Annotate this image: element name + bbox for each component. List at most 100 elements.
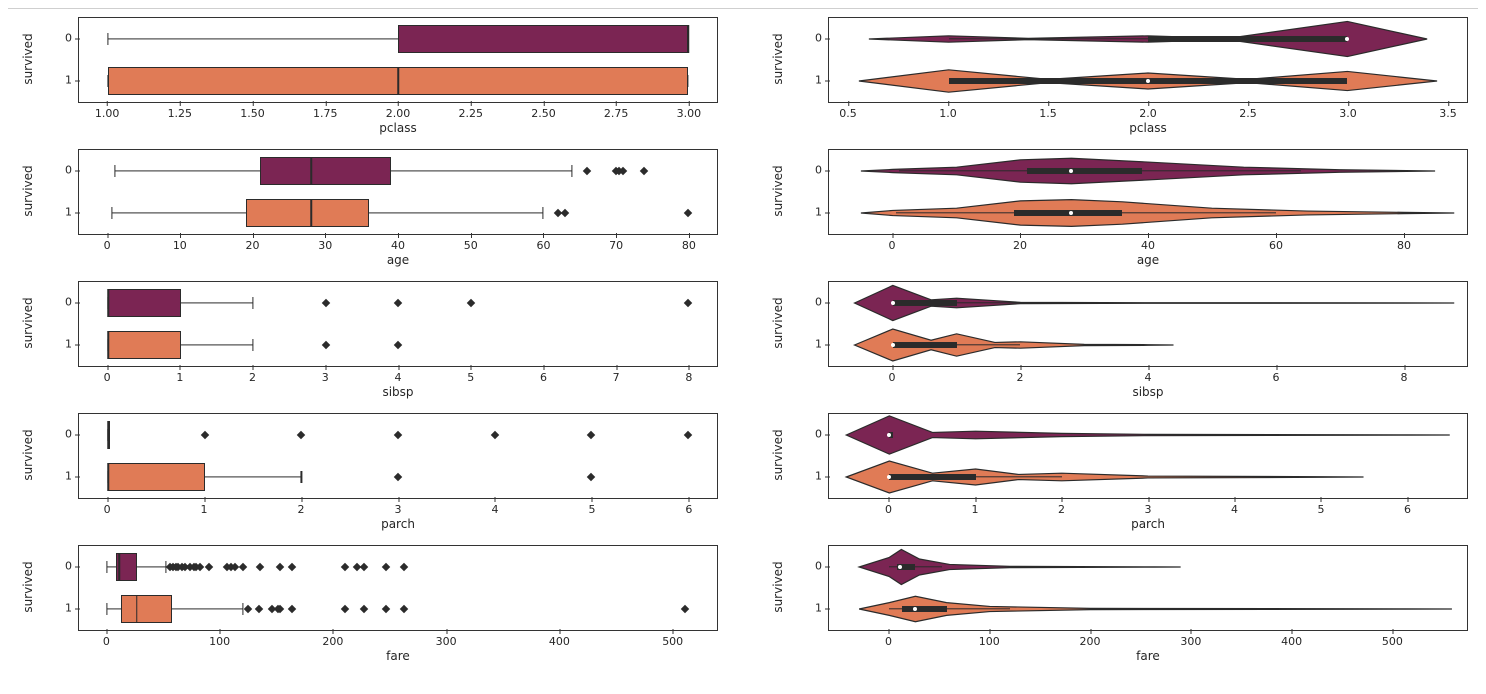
outlier-marker — [394, 299, 402, 307]
outlier-marker — [297, 431, 305, 439]
inner-box — [902, 606, 947, 612]
x-tick: 0.5 — [839, 107, 857, 120]
whisker-low — [107, 566, 116, 567]
outlier-marker — [466, 299, 474, 307]
x-tick: 300 — [1180, 635, 1201, 648]
inner-median-dot — [891, 343, 895, 347]
whisker-cap — [115, 165, 116, 177]
y-tick: 0 — [46, 164, 72, 177]
x-tick: 30 — [318, 239, 332, 252]
x-tick: 3.0 — [1339, 107, 1357, 120]
x-tick: 3 — [322, 371, 329, 384]
x-axis-label: parch — [78, 517, 718, 531]
y-tick: 1 — [46, 206, 72, 219]
x-tick: 400 — [1281, 635, 1302, 648]
x-tick: 100 — [979, 635, 1000, 648]
x-axis-label: age — [78, 253, 718, 267]
x-tick: 6 — [540, 371, 547, 384]
box — [108, 289, 181, 317]
whisker-cap — [301, 471, 302, 483]
x-tick: 40 — [1141, 239, 1155, 252]
outlier-marker — [276, 563, 284, 571]
boxplot-panel-sibsp: survived01012345678sibsp — [8, 277, 728, 403]
whisker-high — [181, 302, 254, 303]
x-tick: 200 — [322, 635, 343, 648]
outlier-marker — [394, 341, 402, 349]
outlier-marker — [244, 605, 252, 613]
inner-median-dot — [1069, 169, 1073, 173]
violinplot-panel-parch: survived010123456parch — [758, 409, 1478, 535]
outlier-marker — [684, 209, 692, 217]
x-axis-label: sibsp — [828, 385, 1468, 399]
x-tick: 1.75 — [313, 107, 338, 120]
y-tick: 0 — [796, 560, 822, 573]
x-tick: 1.25 — [168, 107, 193, 120]
x-tick: 2.50 — [531, 107, 556, 120]
inner-box — [1148, 36, 1347, 42]
x-tick: 4 — [1231, 503, 1238, 516]
x-tick: 1 — [972, 503, 979, 516]
outlier-marker — [684, 431, 692, 439]
outlier-marker — [394, 473, 402, 481]
y-tick: 0 — [46, 428, 72, 441]
x-tick: 7 — [613, 371, 620, 384]
x-tick: 0 — [103, 635, 110, 648]
inner-median-dot — [1345, 37, 1349, 41]
x-tick: 6 — [1273, 371, 1280, 384]
outlier-marker — [560, 209, 568, 217]
x-tick: 8 — [1401, 371, 1408, 384]
x-ticks: 1.001.251.501.752.002.252.502.753.00 — [78, 103, 718, 117]
y-tick: 1 — [796, 338, 822, 351]
outlier-marker — [359, 605, 367, 613]
violinplot-panel-pclass: survived010.51.01.52.02.53.03.5pclass — [758, 13, 1478, 139]
x-tick: 80 — [1397, 239, 1411, 252]
outlier-marker — [205, 563, 213, 571]
y-axis-label: survived — [771, 19, 785, 99]
x-tick: 500 — [662, 635, 683, 648]
y-axis-label: survived — [771, 283, 785, 363]
median-line — [107, 421, 109, 449]
violinplot-panel-fare: survived010100200300400500fare — [758, 541, 1478, 667]
y-axis-label: survived — [771, 547, 785, 627]
x-tick: 0 — [889, 371, 896, 384]
violinplot-panel-sibsp: survived0102468sibsp — [758, 277, 1478, 403]
violin-svg — [829, 150, 1467, 234]
inner-median-dot — [898, 565, 902, 569]
x-tick: 60 — [1269, 239, 1283, 252]
x-tick: 3.00 — [677, 107, 702, 120]
x-axis-label: pclass — [78, 121, 718, 135]
outlier-marker — [200, 431, 208, 439]
median-line — [136, 595, 138, 623]
whisker-high — [205, 476, 302, 477]
inner-box — [893, 300, 957, 306]
outlier-marker — [382, 563, 390, 571]
x-tick: 2.0 — [1139, 107, 1157, 120]
x-tick: 4 — [395, 371, 402, 384]
median-line — [687, 25, 689, 53]
median-line — [107, 331, 109, 359]
whisker-low — [107, 608, 121, 609]
median-line — [310, 157, 312, 185]
outlier-marker — [238, 563, 246, 571]
outlier-marker — [321, 341, 329, 349]
x-ticks: 01020304050607080 — [78, 235, 718, 249]
x-tick: 4 — [1145, 371, 1152, 384]
x-tick: 3 — [1145, 503, 1152, 516]
whisker-cap — [107, 33, 108, 45]
x-axis-label: parch — [828, 517, 1468, 531]
x-tick: 200 — [1080, 635, 1101, 648]
outlier-marker — [587, 431, 595, 439]
x-tick: 5 — [467, 371, 474, 384]
outlier-marker — [359, 563, 367, 571]
median-line — [107, 289, 109, 317]
whisker-high — [172, 608, 243, 609]
violin-shape — [846, 416, 1450, 454]
x-tick: 1 — [201, 503, 208, 516]
inner-box — [1014, 210, 1122, 216]
whisker-cap — [107, 603, 108, 615]
x-tick: 1 — [176, 371, 183, 384]
outlier-marker — [394, 431, 402, 439]
x-tick: 2.5 — [1239, 107, 1257, 120]
inner-median-dot — [913, 607, 917, 611]
x-tick: 0 — [104, 239, 111, 252]
